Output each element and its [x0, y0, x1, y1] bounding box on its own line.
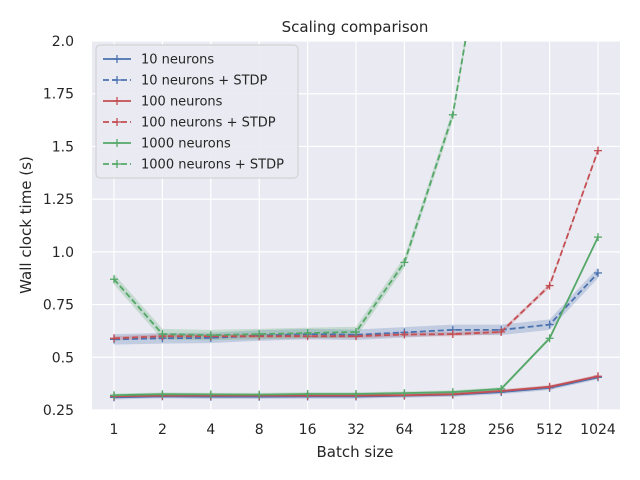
x-tick-label: 16 [299, 422, 317, 438]
y-tick-label: 0.5 [52, 350, 74, 366]
data-point [545, 320, 554, 329]
data-point [400, 258, 409, 267]
data-point [110, 275, 118, 284]
data-point [594, 233, 602, 242]
x-tick-label: 32 [347, 422, 365, 438]
x-tick-label: 2 [158, 422, 167, 438]
y-tick-label: 0.25 [43, 403, 74, 419]
data-point [110, 334, 118, 343]
data-point [206, 390, 215, 399]
x-tick-label: 1024 [580, 422, 616, 438]
legend-box [95, 44, 299, 179]
y-tick-label: 1.25 [43, 192, 74, 208]
data-point [545, 334, 554, 343]
data-point [448, 330, 457, 339]
legend: 10 neurons 10 neurons + STDP 100 neurons 10… [95, 44, 299, 179]
x-tick-label: 512 [536, 422, 563, 438]
y-tick-label: 0.75 [43, 298, 74, 314]
x-tick-label: 1 [110, 422, 119, 438]
x-axis-label: Batch size [317, 443, 394, 461]
data-point [497, 327, 506, 336]
data-point [400, 330, 409, 339]
data-point [158, 390, 167, 399]
legend-label: 100 neurons + STDP [141, 116, 276, 131]
legend-label: 1000 neurons [141, 137, 231, 152]
data-point [594, 268, 602, 277]
data-point [545, 382, 554, 391]
data-point [110, 391, 118, 400]
data-point [352, 327, 360, 336]
x-tick-label: 4 [206, 422, 215, 438]
x-tick-label: 128 [439, 422, 466, 438]
data-point [158, 330, 167, 339]
x-tick-label: 256 [488, 422, 515, 438]
series-band [114, 267, 598, 345]
data-point [352, 389, 360, 398]
y-tick-label: 1.5 [52, 139, 74, 155]
legend-label: 10 neurons [141, 53, 214, 68]
x-tick-label: 8 [255, 422, 264, 438]
y-tick-label: 1.75 [43, 87, 74, 103]
y-axis-ticks: 0.25 0.5 0.75 1.0 1.25 1.5 1.75 2.0 [43, 34, 74, 419]
y-axis-label: Wall clock time (s) [17, 156, 35, 294]
data-point [594, 372, 602, 381]
data-point [303, 389, 312, 398]
y-tick-label: 2.0 [52, 34, 74, 50]
data-point [545, 281, 554, 290]
series-lines [110, 41, 602, 402]
chart-title: Scaling comparison [282, 18, 429, 36]
data-point [448, 110, 457, 119]
legend-label: 10 neurons + STDP [141, 74, 268, 89]
data-point [303, 329, 312, 338]
data-point [400, 389, 409, 398]
legend-label: 1000 neurons + STDP [141, 158, 284, 173]
x-axis-ticks: 1 2 4 8 16 32 64 128 256 512 1024 [110, 422, 616, 438]
data-point [255, 330, 264, 339]
x-tick-label: 64 [395, 422, 413, 438]
legend-label: 100 neurons [141, 95, 223, 110]
data-point [255, 390, 264, 399]
data-point [497, 384, 506, 393]
data-point [448, 388, 457, 397]
series-line [113, 150, 599, 340]
data-point [594, 146, 602, 155]
data-point [206, 331, 215, 340]
y-tick-label: 1.0 [52, 245, 74, 261]
